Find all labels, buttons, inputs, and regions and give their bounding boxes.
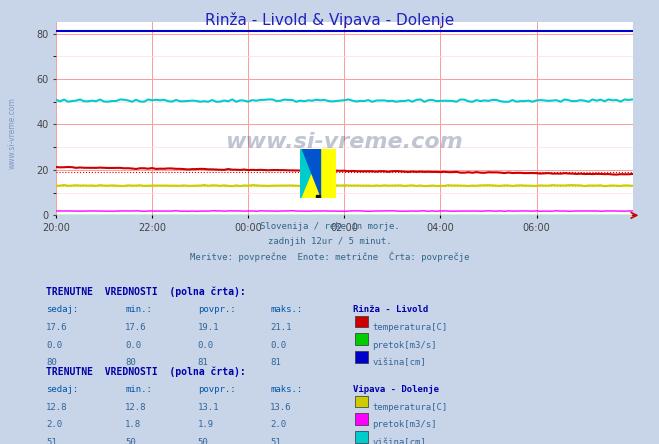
Text: pretok[m3/s]: pretok[m3/s] xyxy=(372,420,437,429)
Text: www.si-vreme.com: www.si-vreme.com xyxy=(225,132,463,152)
Text: TRENUTNE  VREDNOSTI  (polna črta):: TRENUTNE VREDNOSTI (polna črta): xyxy=(46,366,246,377)
Text: 2.0: 2.0 xyxy=(270,420,286,429)
Text: pretok[m3/s]: pretok[m3/s] xyxy=(372,341,437,349)
Text: 12.8: 12.8 xyxy=(125,403,147,412)
Text: maks.:: maks.: xyxy=(270,385,302,394)
Text: višina[cm]: višina[cm] xyxy=(372,438,426,444)
Text: Vipava - Dolenje: Vipava - Dolenje xyxy=(353,385,439,394)
Polygon shape xyxy=(300,149,320,198)
Text: 13.1: 13.1 xyxy=(198,403,219,412)
Text: 80: 80 xyxy=(46,358,57,367)
Text: min.:: min.: xyxy=(125,305,152,314)
Bar xyxy=(316,194,320,203)
Text: zadnjih 12ur / 5 minut.: zadnjih 12ur / 5 minut. xyxy=(268,237,391,246)
Text: sedaj:: sedaj: xyxy=(46,305,78,314)
Text: povpr.:: povpr.: xyxy=(198,385,235,394)
Text: 0.0: 0.0 xyxy=(46,341,62,349)
Text: 17.6: 17.6 xyxy=(125,323,147,332)
Text: 0.0: 0.0 xyxy=(198,341,214,349)
Text: TRENUTNE  VREDNOSTI  (polna črta):: TRENUTNE VREDNOSTI (polna črta): xyxy=(46,286,246,297)
Text: temperatura[C]: temperatura[C] xyxy=(372,403,447,412)
Text: 81: 81 xyxy=(198,358,208,367)
Text: maks.:: maks.: xyxy=(270,305,302,314)
Text: 80: 80 xyxy=(125,358,136,367)
Text: višina[cm]: višina[cm] xyxy=(372,358,426,367)
Text: 81: 81 xyxy=(270,358,281,367)
Text: 1.8: 1.8 xyxy=(125,420,141,429)
Text: 0.0: 0.0 xyxy=(270,341,286,349)
Polygon shape xyxy=(302,149,320,195)
Text: min.:: min.: xyxy=(125,385,152,394)
Text: 13.6: 13.6 xyxy=(270,403,292,412)
Text: 12.8: 12.8 xyxy=(46,403,68,412)
Text: www.si-vreme.com: www.si-vreme.com xyxy=(8,97,17,169)
Text: 0.0: 0.0 xyxy=(125,341,141,349)
Text: 50: 50 xyxy=(198,438,208,444)
Text: Slovenija / reke in morje.: Slovenija / reke in morje. xyxy=(260,222,399,231)
Text: 17.6: 17.6 xyxy=(46,323,68,332)
Text: 51: 51 xyxy=(46,438,57,444)
Text: 50: 50 xyxy=(125,438,136,444)
Polygon shape xyxy=(300,149,336,198)
Text: Meritve: povprečne  Enote: metrične  Črta: povprečje: Meritve: povprečne Enote: metrične Črta:… xyxy=(190,251,469,262)
Text: 21.1: 21.1 xyxy=(270,323,292,332)
Text: 1.9: 1.9 xyxy=(198,420,214,429)
Text: sedaj:: sedaj: xyxy=(46,385,78,394)
Text: 19.1: 19.1 xyxy=(198,323,219,332)
Text: Rinža - Livold & Vipava - Dolenje: Rinža - Livold & Vipava - Dolenje xyxy=(205,12,454,28)
Text: Rinža - Livold: Rinža - Livold xyxy=(353,305,428,314)
Text: temperatura[C]: temperatura[C] xyxy=(372,323,447,332)
Text: 2.0: 2.0 xyxy=(46,420,62,429)
Text: 51: 51 xyxy=(270,438,281,444)
Text: povpr.:: povpr.: xyxy=(198,305,235,314)
